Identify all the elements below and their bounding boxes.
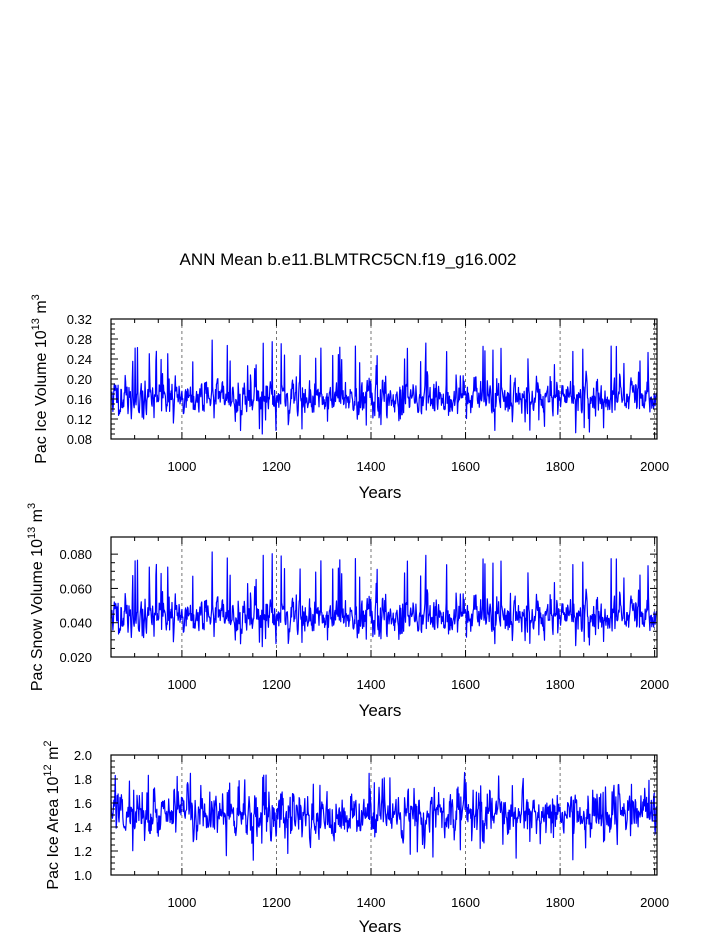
panel-ice-volume: 1000 1200 1400 1600 1800 2000 0.08 0.12 0.16 0.20…	[30, 294, 669, 502]
x-tick-label: 1200	[262, 459, 291, 474]
y-label-unit-exponent: 2	[42, 740, 54, 746]
y-label-unit: m	[33, 300, 50, 318]
y-tick-label: 0.12	[67, 412, 92, 427]
x-tick-label: 1800	[546, 677, 575, 692]
y-tick-label: 0.060	[59, 581, 92, 596]
panel-snow-volume: 1000 1200 1400 1600 1800 2000 0.020 0.040 0.060 0…	[26, 503, 669, 720]
panel-ice-area: 1000 1200 1400 1600 1800 2000 1.0 1.2 1.4 1.6 1.8 2…	[42, 740, 669, 935]
x-tick-label: 1000	[167, 895, 196, 910]
x-tick-label: 2000	[640, 459, 669, 474]
x-tick-label: 1800	[546, 459, 575, 474]
y-label-text: Pac Ice Area 10	[45, 777, 62, 890]
y-tick-label: 0.24	[67, 352, 92, 367]
y-label-exponent: 13	[30, 318, 42, 330]
y-axis-label: Pac Ice Area 1012 m2	[42, 740, 62, 889]
y-tick-label: 0.040	[59, 616, 92, 631]
y-tick-label: 0.32	[67, 312, 92, 327]
y-tick-label: 1.2	[74, 844, 92, 859]
x-tick-label: 1400	[357, 459, 386, 474]
x-tick-label: 1600	[451, 459, 480, 474]
x-tick-label: 1800	[546, 895, 575, 910]
y-axis-label: Pac Ice Volume 1013 m3	[30, 294, 50, 464]
y-label-text: Pac Snow Volume 10	[29, 539, 46, 691]
x-tick-label: 1000	[167, 459, 196, 474]
x-tick-label: 1600	[451, 677, 480, 692]
y-tick-label: 1.8	[74, 772, 92, 787]
y-tick-label: 0.080	[59, 547, 92, 562]
x-tick-label: 1600	[451, 895, 480, 910]
y-label-unit: m	[45, 747, 62, 765]
y-tick-label: 0.020	[59, 650, 92, 665]
x-tick-label: 1400	[357, 895, 386, 910]
x-tick-label: 1000	[167, 677, 196, 692]
y-tick-label: 1.0	[74, 868, 92, 883]
y-tick-label: 0.28	[67, 332, 92, 347]
y-tick-label: 1.4	[74, 820, 92, 835]
y-tick-label: 1.6	[74, 796, 92, 811]
y-label-unit-exponent: 3	[26, 503, 38, 509]
y-label-unit: m	[29, 509, 46, 527]
y-tick-label: 0.20	[67, 372, 92, 387]
y-tick-label: 0.08	[67, 432, 92, 447]
x-tick-label: 1200	[262, 677, 291, 692]
x-axis-label: Years	[359, 917, 402, 935]
x-axis-label: Years	[359, 483, 402, 502]
y-tick-label: 2.0	[74, 748, 92, 763]
x-tick-label: 1400	[357, 677, 386, 692]
series-line-ice-volume	[110, 339, 658, 435]
x-axis-label: Years	[359, 701, 402, 720]
x-tick-label: 2000	[640, 677, 669, 692]
y-axis-label: Pac Snow Volume 1013 m3	[26, 503, 46, 691]
y-label-exponent: 13	[26, 527, 38, 539]
x-tick-label: 2000	[640, 895, 669, 910]
series-line-snow-volume	[110, 551, 658, 648]
y-label-exponent: 12	[42, 764, 54, 776]
y-label-text: Pac Ice Volume 10	[33, 330, 50, 464]
y-tick-label: 0.16	[67, 392, 92, 407]
y-label-unit-exponent: 3	[30, 294, 42, 300]
figure-title: ANN Mean b.e11.BLMTRC5CN.f19_g16.002	[179, 250, 516, 269]
x-tick-label: 1200	[262, 895, 291, 910]
series-line-ice-area	[110, 771, 658, 861]
